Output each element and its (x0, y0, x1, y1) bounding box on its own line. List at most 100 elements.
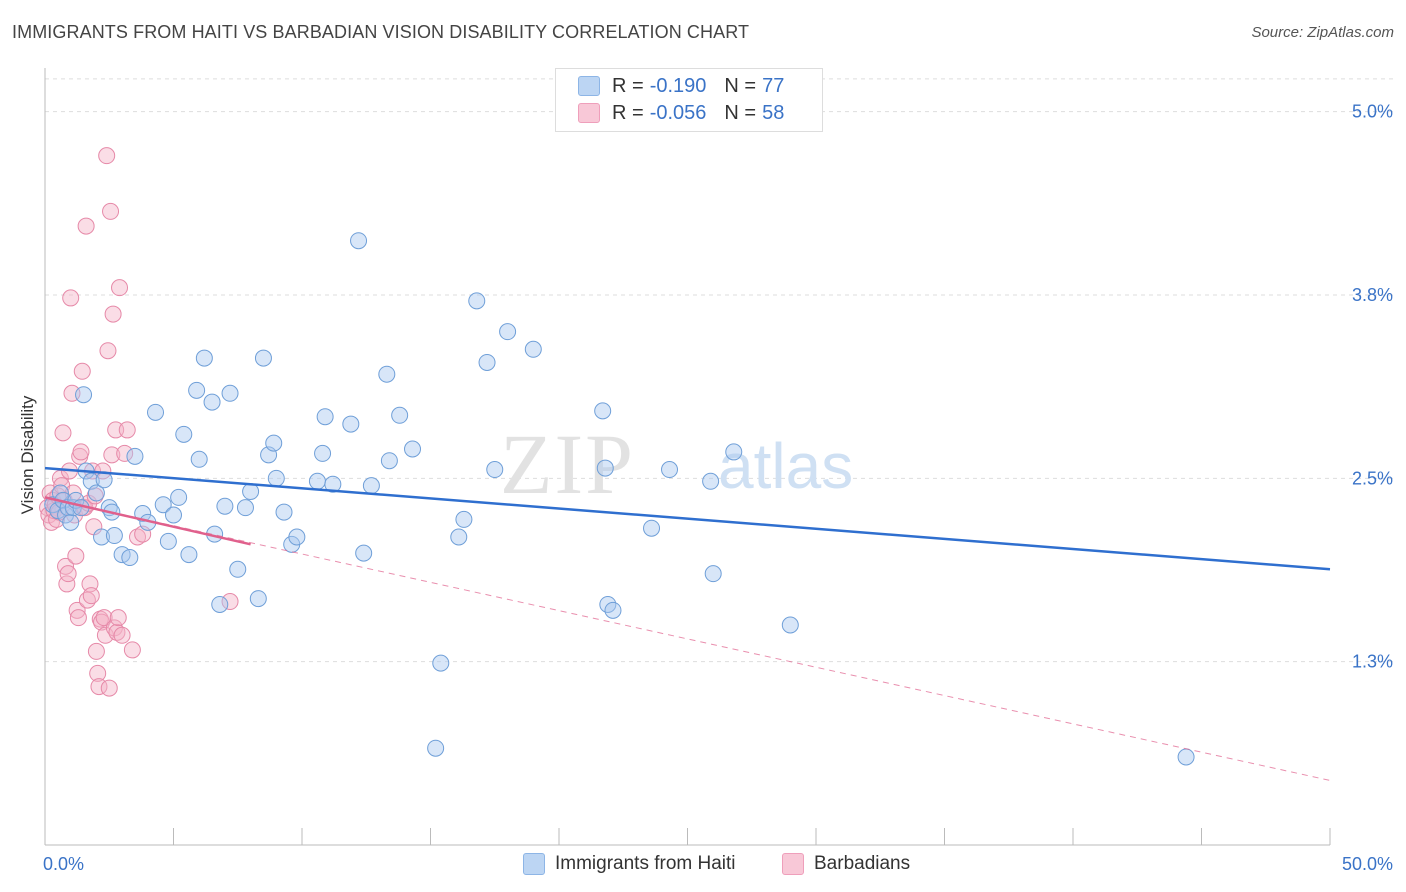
haiti-point (468, 292, 486, 310)
barbadians-point (59, 565, 77, 583)
legend-r-label: R = (612, 101, 644, 124)
haiti-point (355, 544, 373, 562)
barbadians-point (67, 547, 85, 565)
haiti-point (154, 496, 172, 514)
legend-n-label: N = (724, 101, 757, 124)
haiti-point (221, 384, 239, 402)
barbadians-point (89, 664, 107, 682)
barbadians-point (99, 342, 117, 360)
haiti-point (203, 393, 221, 411)
legend-r-value: -0.056 (649, 101, 707, 124)
haiti-point (211, 595, 229, 613)
barbadians-point (109, 609, 127, 627)
barbadians-point (54, 424, 72, 442)
haiti-point (147, 403, 165, 421)
haiti-point (288, 528, 306, 546)
haiti-point (604, 601, 622, 619)
haiti-point (324, 475, 342, 493)
bottom-legend-haiti: Immigrants from Haiti (523, 851, 736, 877)
haiti-point (87, 484, 105, 502)
haiti-point (121, 549, 139, 567)
haiti-point (455, 510, 473, 528)
barbadians-point (123, 641, 141, 659)
barbadians-point (108, 623, 126, 641)
barbadians-point (72, 443, 90, 461)
haiti-point (267, 469, 285, 487)
haiti-point (275, 503, 293, 521)
haiti-point (175, 425, 193, 443)
barbadians-point (62, 289, 80, 307)
watermark-atlas: atlas (718, 430, 853, 502)
haiti-point (362, 477, 380, 495)
barbadians-point (82, 587, 100, 605)
haiti-point (427, 739, 445, 757)
watermark: ZIP atlas (500, 416, 853, 512)
haiti-point (432, 654, 450, 672)
legend-swatch-haiti (578, 76, 600, 96)
haiti-point (524, 340, 542, 358)
bottom-legend-haiti-label: Immigrants from Haiti (555, 853, 736, 874)
legend-n-label: N = (724, 74, 757, 97)
haiti-point (216, 497, 234, 515)
bottom-legend-barbadians: Barbadians (782, 851, 910, 877)
haiti-point (661, 461, 679, 479)
barbadians-point (100, 679, 118, 697)
legend-r-value: -0.190 (649, 74, 707, 97)
haiti-point (486, 461, 504, 479)
haiti-point (265, 434, 283, 452)
barbadians-trend-extended (44, 496, 1331, 781)
legend-row-barbadians: R = -0.056 N = 58 (578, 101, 784, 125)
barbadians-point (77, 217, 95, 235)
correlation-legend: R = -0.190 N = 77 R = -0.056 N = 58 (555, 68, 823, 132)
haiti-point (594, 402, 612, 420)
barbadians-trend-line (44, 496, 251, 546)
haiti-point (702, 472, 720, 490)
haiti-point (105, 527, 123, 545)
haiti-point (165, 506, 182, 524)
y-tick-label: 1.3% (1352, 652, 1393, 672)
haiti-point (342, 415, 360, 433)
bottom-swatch-barbadians (782, 853, 804, 875)
haiti-point (188, 381, 206, 399)
x-tick-label-max: 50.0% (1342, 854, 1393, 874)
haiti-point (170, 488, 188, 506)
haiti-point (236, 499, 254, 517)
haiti-point (254, 349, 272, 367)
haiti-point (499, 323, 517, 341)
x-tick-label-min: 0.0% (43, 854, 84, 874)
y-tick-label: 2.5% (1352, 468, 1393, 488)
haiti-point (126, 447, 144, 465)
chart-title: IMMIGRANTS FROM HAITI VS BARBADIAN VISIO… (12, 22, 750, 42)
barbadians-point (87, 642, 105, 660)
barbadians-point (221, 593, 239, 611)
legend-swatch-barbadians (578, 103, 600, 123)
haiti-point (316, 408, 334, 426)
barbadians-point (102, 202, 120, 220)
bottom-legend-barbadians-label: Barbadians (814, 853, 911, 874)
y-axis-label: Vision Disability (18, 395, 37, 515)
haiti-point (596, 459, 614, 477)
legend-row-haiti: R = -0.190 N = 77 (578, 74, 784, 98)
haiti-point (190, 450, 208, 468)
tick-labels: 1.3% 2.5% 3.8% 5.0% 0.0% 50.0% (43, 102, 1393, 874)
barbadians-point (118, 421, 136, 439)
haiti-trend-line (44, 466, 1331, 571)
legend-n-value: 77 (762, 74, 785, 97)
legend-n-value: 58 (762, 101, 785, 124)
barbadians-point (113, 626, 131, 644)
barbadians-point (104, 305, 122, 323)
y-tick-label: 5.0% (1352, 102, 1393, 122)
haiti-point (450, 528, 468, 546)
haiti-point (229, 560, 247, 578)
barbadians-point (69, 609, 87, 627)
barbadians-point (98, 147, 116, 165)
barbadians-point (129, 528, 147, 546)
haiti-point (380, 452, 398, 470)
haiti-point (314, 444, 332, 462)
haiti-point (195, 349, 213, 367)
haiti-point (643, 519, 661, 537)
barbadians-point (103, 446, 121, 464)
haiti-point (1177, 748, 1195, 766)
haiti-point (478, 353, 496, 371)
